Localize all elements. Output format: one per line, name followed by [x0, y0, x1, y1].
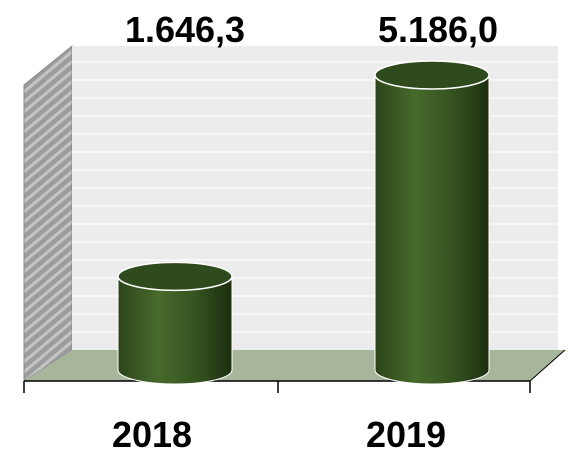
x-tick-label-2019: 2019 [366, 414, 446, 449]
data-label-2018: 1.646,3 [125, 9, 245, 50]
bar-body [117, 275, 233, 385]
bar-2018 [117, 261, 233, 385]
data-label-2019: 5.186,0 [378, 9, 498, 50]
bar-top [374, 60, 490, 90]
side-wall [23, 44, 73, 382]
floor-right-edge [529, 349, 566, 382]
bar-2019 [374, 60, 490, 385]
bar-body [374, 74, 490, 385]
x-tick-label-2018: 2018 [112, 414, 192, 449]
bars [117, 60, 490, 385]
bar-top [117, 261, 233, 292]
